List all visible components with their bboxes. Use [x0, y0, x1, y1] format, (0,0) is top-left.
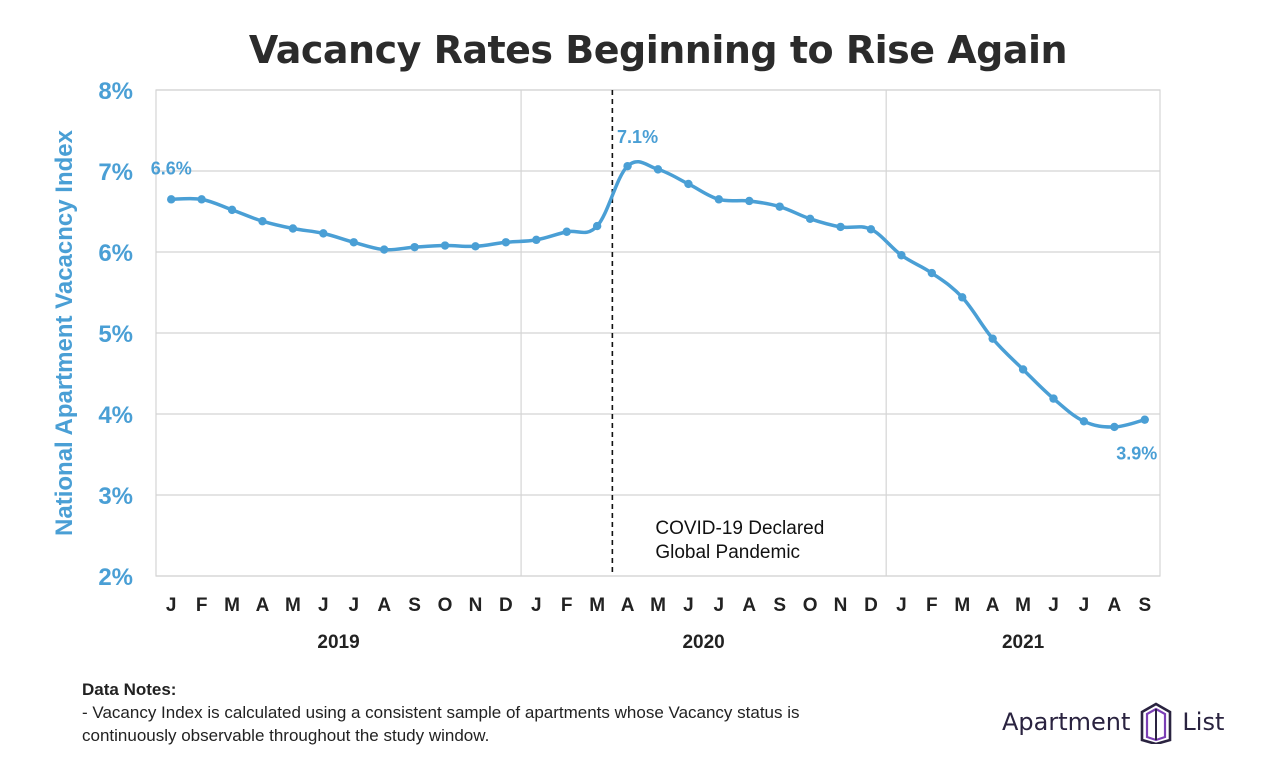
data-point	[258, 217, 267, 226]
x-tick-label: D	[499, 595, 513, 616]
y-tick-label: 4%	[98, 402, 133, 429]
x-tick-label: F	[926, 595, 938, 616]
data-point	[288, 224, 298, 233]
data-point	[745, 196, 754, 206]
data-point	[592, 221, 602, 231]
data-point	[1049, 394, 1058, 403]
data-point	[349, 238, 358, 247]
data-point	[319, 229, 328, 238]
logo-word-list: List	[1182, 708, 1225, 736]
y-tick-label: 5%	[98, 321, 133, 348]
x-tick-label: A	[377, 595, 391, 616]
x-tick-label: J	[348, 595, 359, 616]
data-point	[227, 205, 237, 215]
chart-title: Vacancy Rates Beginning to Rise Again	[248, 28, 1068, 72]
x-tick-label: M	[954, 595, 970, 616]
y-tick-label: 7%	[98, 159, 133, 186]
y-tick-label: 8%	[98, 78, 133, 105]
x-tick-label: A	[742, 595, 756, 616]
y-tick-label: 2%	[98, 564, 133, 591]
x-tick-label: S	[773, 595, 786, 616]
x-tick-label: J	[166, 595, 177, 616]
apartment-list-logo: Apartment List	[1002, 700, 1224, 744]
x-tick-label: A	[256, 595, 270, 616]
data-point	[836, 222, 845, 232]
data-point	[1018, 365, 1028, 374]
x-tick-label: F	[561, 595, 573, 616]
data-point	[501, 238, 511, 247]
data-point	[805, 214, 815, 223]
x-tick-label: O	[438, 595, 453, 616]
data-point	[684, 179, 693, 189]
logo-word-apartment: Apartment	[1002, 708, 1131, 736]
x-tick-label: F	[196, 595, 208, 616]
x-tick-label: A	[986, 595, 1000, 616]
x-tick-label: M	[589, 595, 605, 616]
data-label: 7.1%	[617, 127, 658, 147]
x-tick-label: D	[864, 595, 878, 616]
data-point	[410, 242, 419, 252]
building-icon	[1141, 702, 1172, 744]
x-tick-label: O	[803, 595, 818, 616]
data-point	[958, 293, 967, 302]
year-label: 2020	[682, 632, 724, 653]
y-tick-label: 3%	[98, 483, 133, 510]
data-point	[440, 241, 450, 250]
data-point	[623, 161, 632, 171]
x-tick-label: J	[531, 595, 542, 616]
y-tick-label: 6%	[98, 240, 133, 267]
x-tick-label: N	[469, 595, 483, 616]
data-point	[471, 242, 480, 251]
year-label: 2021	[1002, 632, 1045, 653]
annotation-text: Global Pandemic	[655, 542, 800, 563]
data-point	[897, 251, 906, 260]
data-point	[379, 245, 389, 254]
data-notes: Data Notes: - Vacancy Index is calculate…	[82, 678, 800, 747]
x-tick-label: J	[1048, 595, 1059, 616]
data-point	[1140, 415, 1149, 424]
data-point	[988, 334, 997, 343]
x-tick-label: J	[318, 595, 329, 616]
data-notes-line: continuously observable throughout the s…	[82, 726, 490, 745]
x-tick-label: M	[285, 595, 301, 616]
x-tick-label: A	[1107, 595, 1121, 616]
data-point	[1079, 417, 1089, 426]
x-tick-label: M	[224, 595, 240, 616]
data-point	[562, 227, 571, 236]
data-point	[775, 202, 784, 211]
x-tick-label: M	[1015, 595, 1031, 616]
data-point	[1110, 422, 1119, 432]
data-label: 3.9%	[1116, 444, 1157, 464]
y-axis-title: National Apartment Vacacncy Index	[51, 129, 78, 536]
data-point	[167, 195, 176, 204]
annotation-text: COVID-19 Declared	[655, 518, 824, 539]
x-tick-label: S	[408, 595, 421, 616]
data-point	[927, 268, 937, 278]
x-tick-label: J	[714, 595, 725, 616]
x-tick-label: J	[896, 595, 907, 616]
data-notes-title: Data Notes:	[82, 680, 177, 699]
data-point	[866, 225, 876, 234]
data-notes-line: - Vacancy Index is calculated using a co…	[82, 703, 800, 722]
data-point	[532, 235, 541, 245]
x-tick-label: M	[650, 595, 666, 616]
data-label: 6.6%	[151, 158, 192, 178]
line-chart: 2% 3% 4% 5% 6% 7% 8% National Apartment Vacacnc…	[51, 78, 1161, 653]
data-point	[714, 195, 724, 204]
x-tick-label: N	[834, 595, 848, 616]
year-label: 2019	[317, 632, 359, 653]
data-point	[197, 195, 206, 204]
x-tick-label: A	[621, 595, 635, 616]
x-tick-label: J	[683, 595, 694, 616]
x-tick-label: S	[1138, 595, 1151, 616]
series-line	[171, 160, 1146, 429]
x-tick-label: J	[1079, 595, 1090, 616]
data-point	[653, 165, 663, 174]
